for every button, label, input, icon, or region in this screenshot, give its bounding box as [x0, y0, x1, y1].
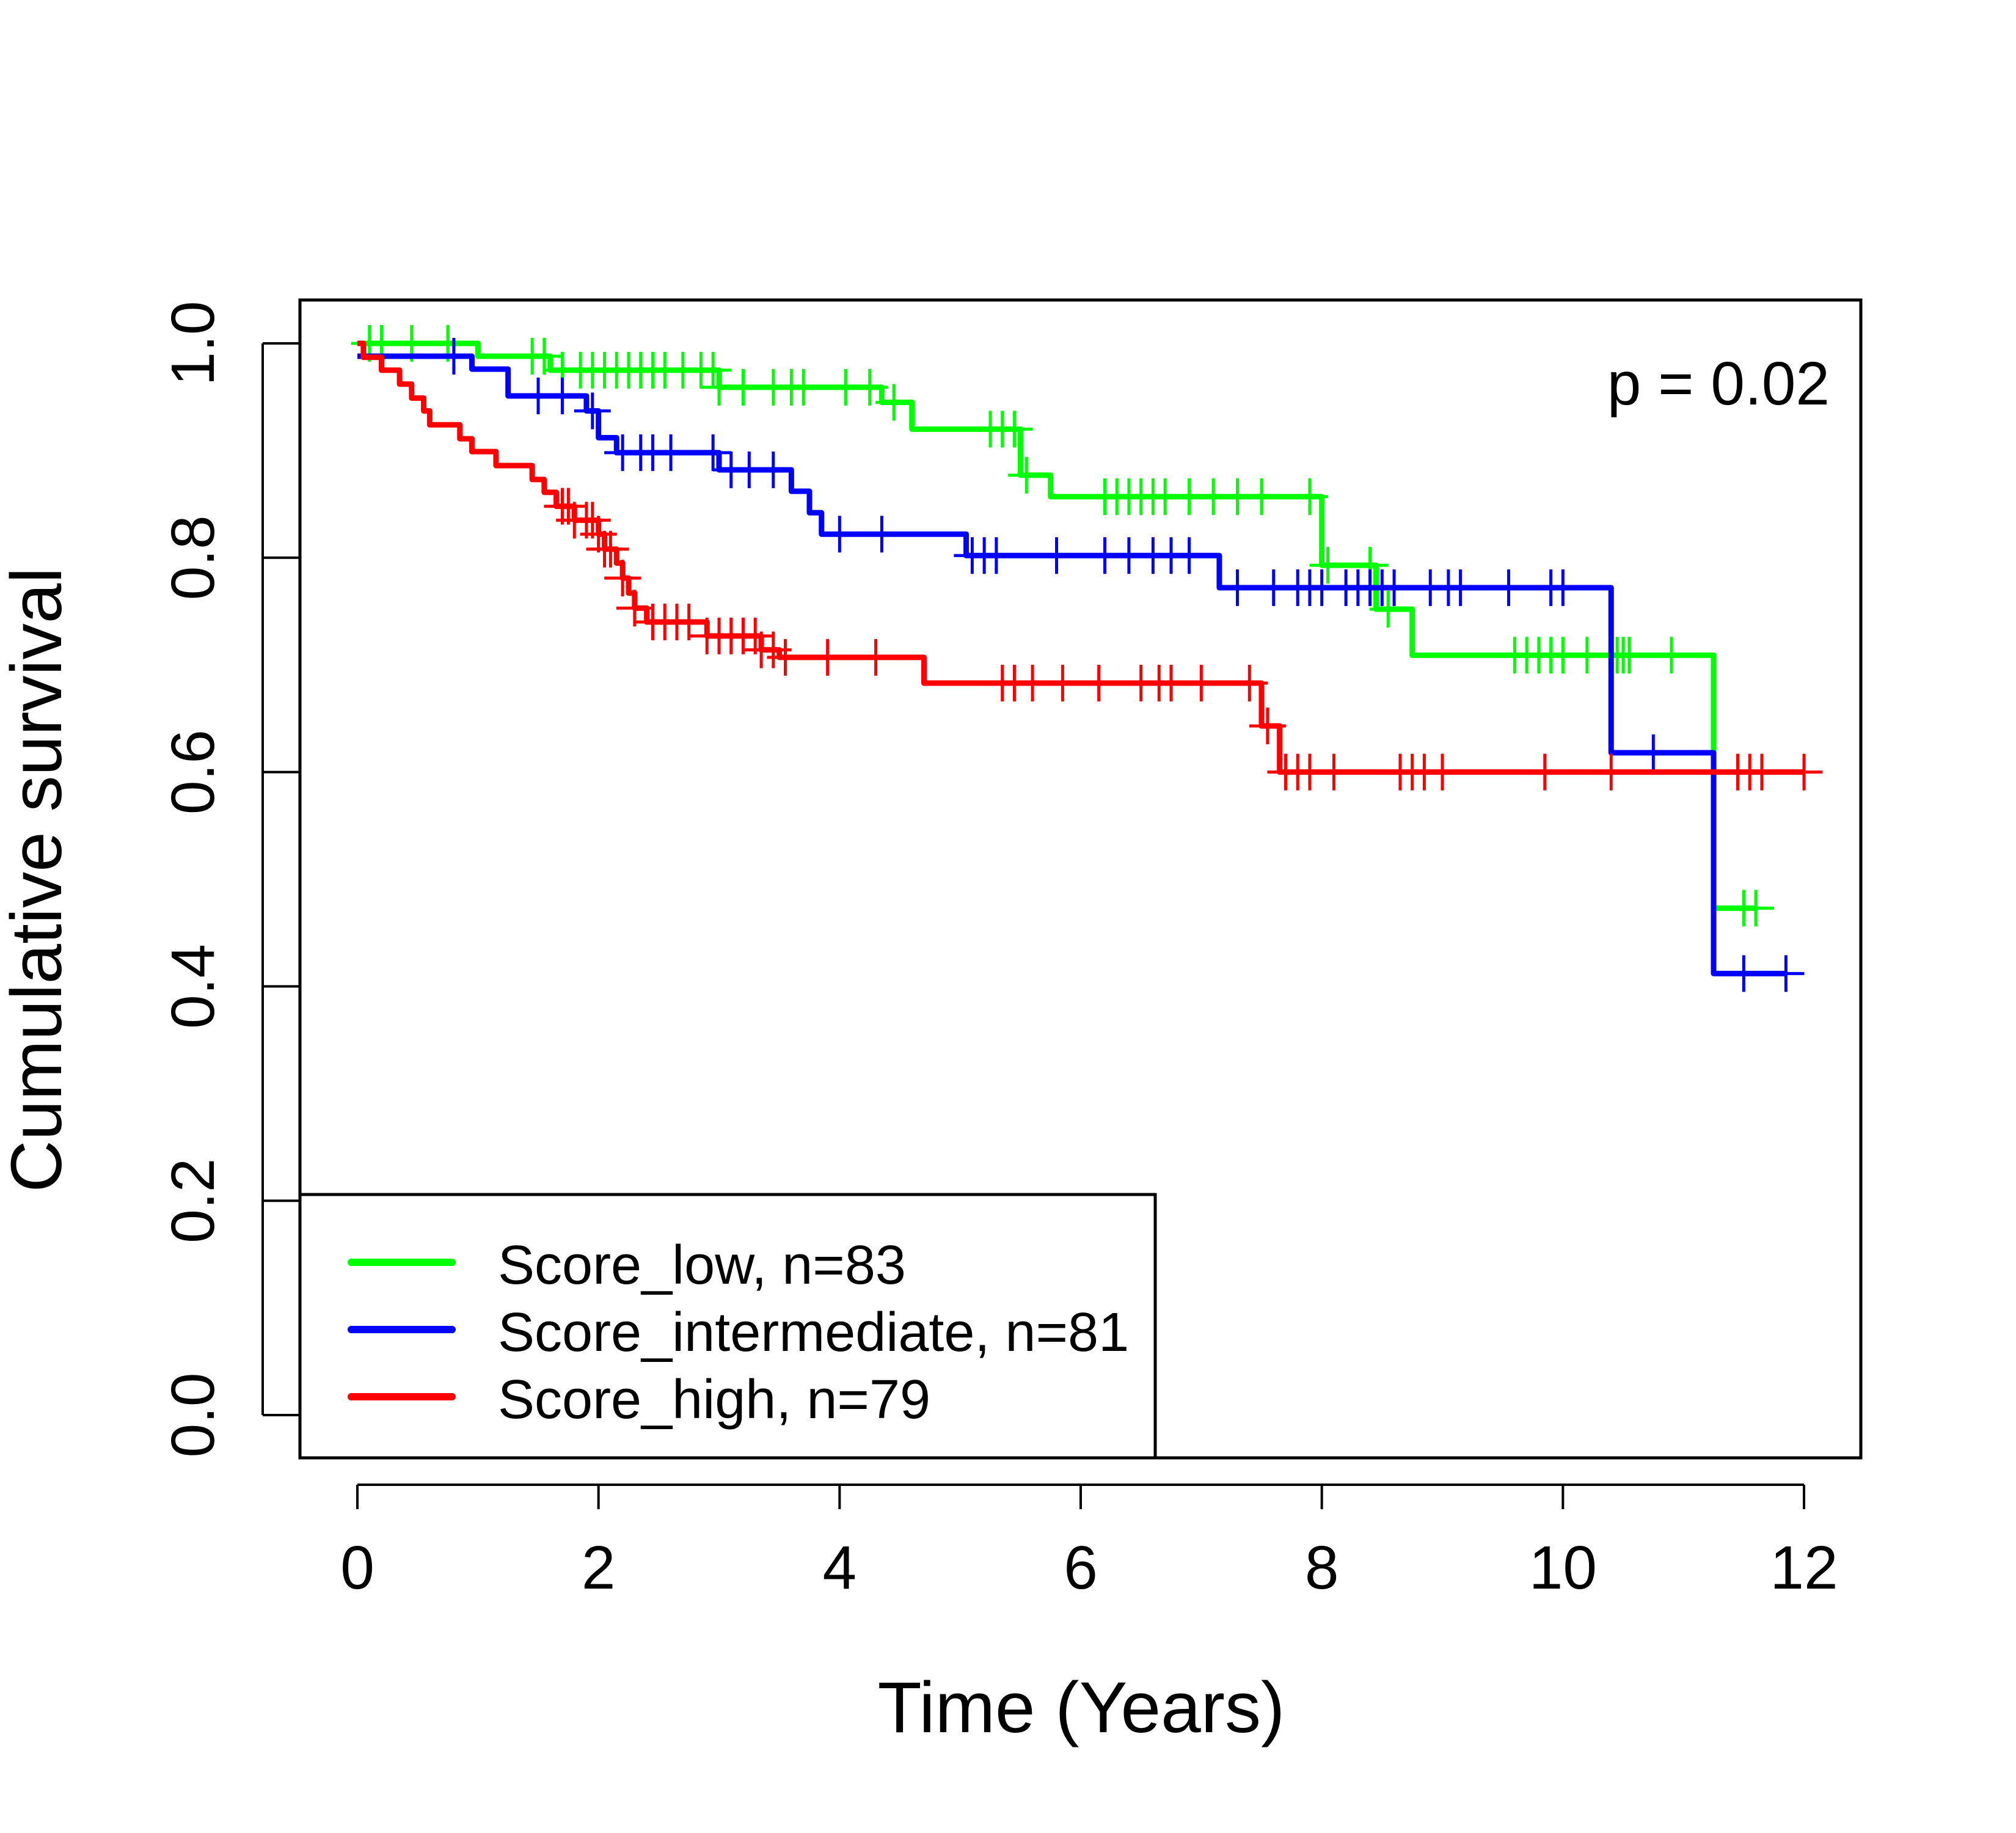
x-tick-label: 0 — [340, 1534, 374, 1602]
legend-label: Score_low, n=83 — [498, 1235, 906, 1296]
survival-curve — [357, 340, 1756, 911]
x-tick-label: 6 — [1064, 1534, 1098, 1602]
y-tick-label: 1.0 — [159, 301, 227, 386]
x-tick-label: 2 — [582, 1534, 616, 1602]
y-axis-label: Cumulative survival — [0, 568, 77, 1193]
y-tick-label: 0.8 — [159, 515, 227, 600]
x-axis: 0 2 4 6 8 10 12 — [340, 1484, 1838, 1602]
legend-label: Score_intermediate, n=81 — [498, 1302, 1129, 1363]
y-tick-label: 0.6 — [159, 730, 227, 814]
y-axis: 0.0 0.2 0.4 0.6 0.8 1.0 — [159, 301, 300, 1458]
x-tick-label: 12 — [1770, 1534, 1838, 1602]
x-tick-label: 8 — [1305, 1534, 1339, 1602]
y-tick-label: 0.0 — [159, 1372, 227, 1457]
y-tick-label: 0.2 — [159, 1158, 227, 1243]
x-axis-label: Time (Years) — [878, 1667, 1285, 1748]
p-value-annotation: p = 0.02 — [1607, 349, 1830, 418]
series-2 — [357, 340, 1822, 791]
series-0 — [351, 325, 1775, 927]
series-layer — [351, 325, 1822, 992]
x-tick-label: 4 — [823, 1534, 857, 1602]
legend-label: Score_high, n=79 — [498, 1369, 930, 1430]
x-tick-label: 10 — [1529, 1534, 1597, 1602]
y-tick-label: 0.4 — [159, 944, 227, 1029]
series-1 — [357, 338, 1805, 992]
